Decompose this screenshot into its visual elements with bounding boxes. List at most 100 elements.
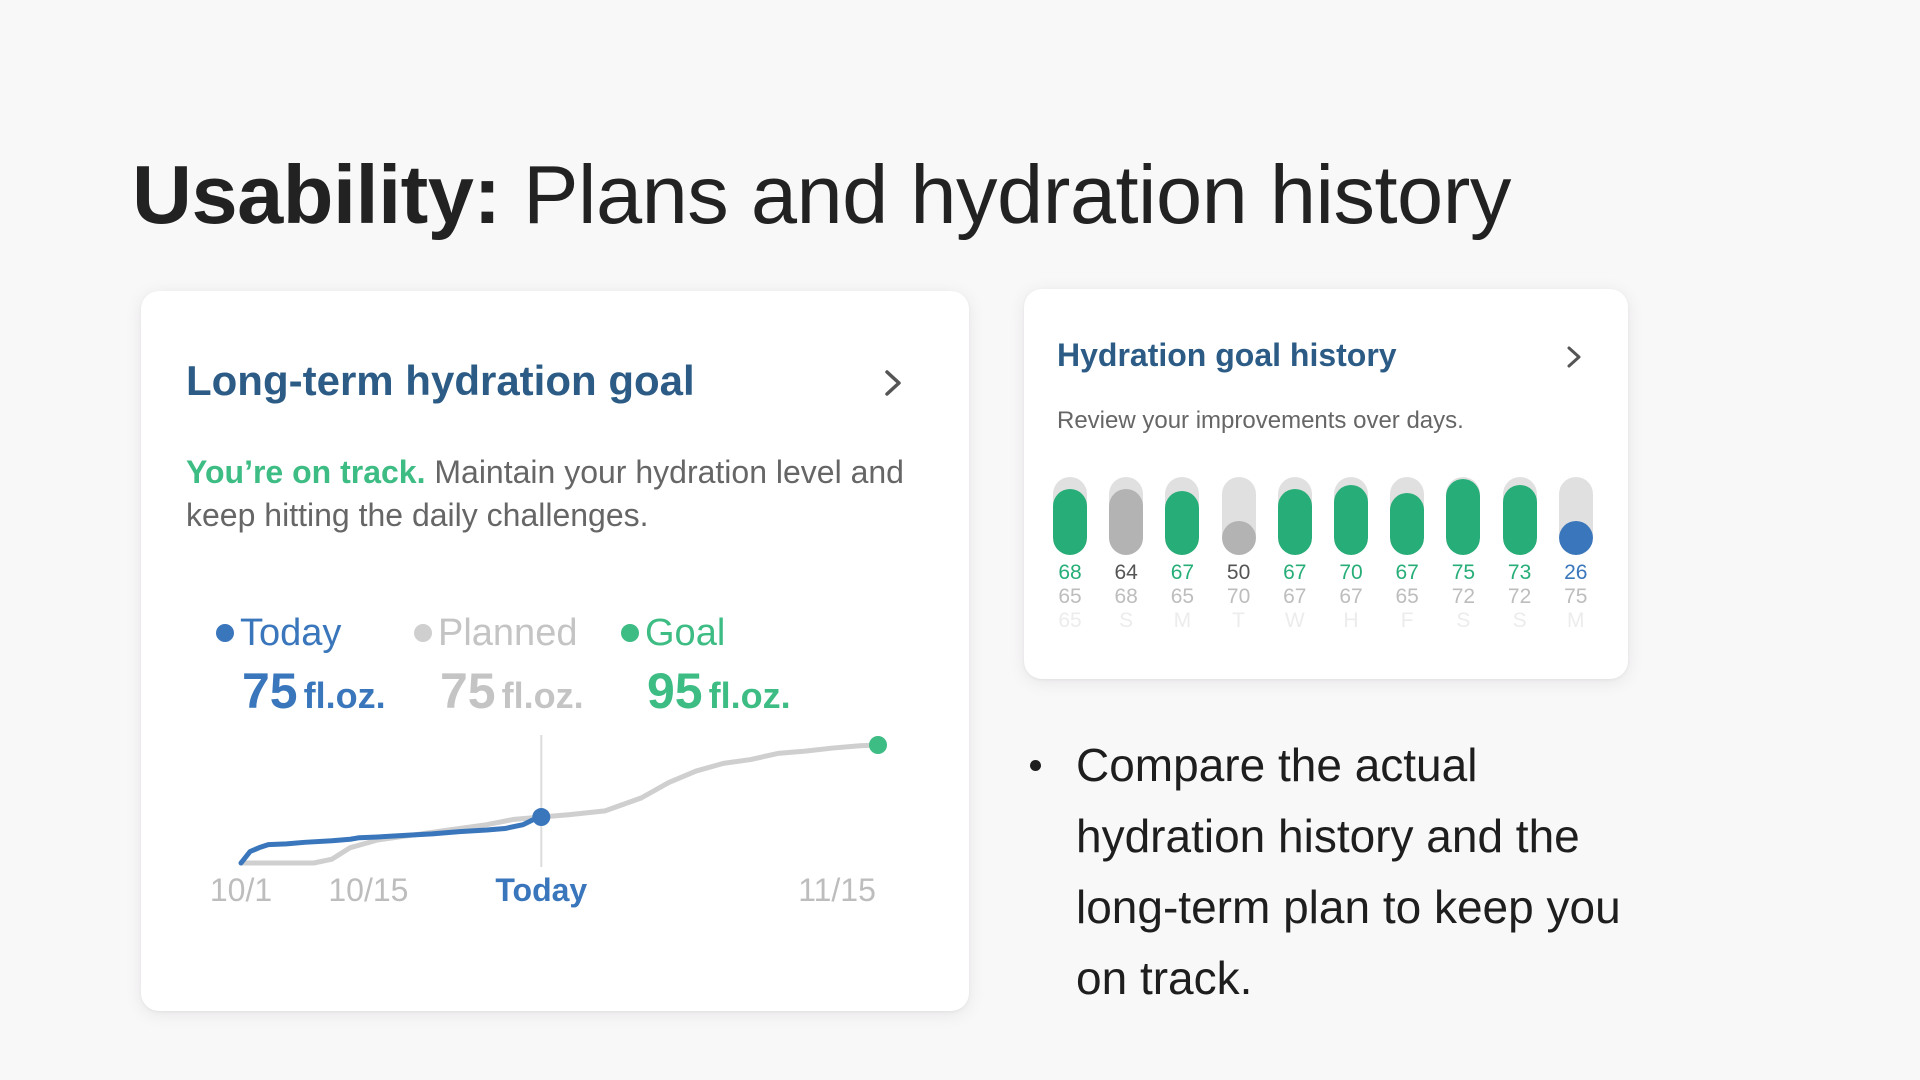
day-progress-pill <box>1390 477 1425 555</box>
day-progress-fill <box>1277 488 1312 555</box>
day-planned-value: 75 <box>1564 585 1588 608</box>
slide-title: Usability: Plans and hydration history <box>132 140 1511 250</box>
day-label: S <box>1456 609 1471 632</box>
day-planned-value: 70 <box>1226 585 1251 608</box>
day-progress-pill <box>1277 477 1312 555</box>
day-progress-pill <box>1334 477 1368 555</box>
on-track-label: You’re on track. <box>186 454 426 490</box>
day-progress-fill <box>1390 492 1425 555</box>
stat-goal-label: Goal <box>645 612 726 654</box>
stat-planned-label: Planned <box>438 612 578 654</box>
day-actual-value: 67 <box>1395 561 1419 584</box>
stat-today-value: 75 <box>242 663 298 719</box>
chevron-right-icon[interactable] <box>881 367 905 399</box>
day-label: H <box>1343 609 1359 632</box>
day-actual-value: 73 <box>1507 561 1532 584</box>
stat-goal: Goal 95 fl.oz. <box>621 611 791 730</box>
day-label: W <box>1284 609 1305 632</box>
day-progress-pill <box>1558 477 1593 555</box>
day-progress-pill <box>1502 477 1537 555</box>
hydration-history-card[interactable]: Hydration goal history Review your impro… <box>1024 289 1628 679</box>
day-actual-value: 67 <box>1170 561 1195 584</box>
goal-dot-icon <box>621 624 639 642</box>
day-planned-value: 65 <box>1395 585 1419 608</box>
day-actual-value: 68 <box>1058 561 1082 584</box>
day-progress-pill <box>1221 477 1256 555</box>
day-label: M <box>1173 609 1192 632</box>
history-subtitle: Review your improvements over days. <box>1057 407 1464 434</box>
day-planned-value: 65 <box>1058 585 1082 608</box>
today-dot-icon <box>216 624 234 642</box>
status-description: You’re on track. Maintain your hydration… <box>186 451 906 537</box>
day-progress-fill <box>1334 484 1368 555</box>
day-progress-pill <box>1446 477 1481 555</box>
bullet-dot-icon <box>1030 760 1041 771</box>
day-label: 65 <box>1058 609 1082 632</box>
day-actual-value: 64 <box>1114 561 1138 584</box>
planned-dot-icon <box>414 624 432 642</box>
day-planned-value: 65 <box>1170 585 1195 608</box>
day-progress-fill <box>1558 520 1593 555</box>
stat-goal-value: 95 <box>647 663 703 719</box>
stat-today-label: Today <box>240 612 342 654</box>
day-progress-fill <box>1221 520 1256 555</box>
stat-planned-unit: fl.oz. <box>501 675 584 716</box>
slide-title-rest: Plans and hydration history <box>500 148 1511 241</box>
marker-goal <box>869 736 887 754</box>
day-label: F <box>1400 609 1414 632</box>
marker-today <box>532 808 551 827</box>
series-line-planned <box>238 742 881 866</box>
x-tick-label: Today <box>495 872 587 908</box>
day-column[interactable]: 68 65 65 <box>1042 477 1098 633</box>
day-progress-fill <box>1053 488 1087 555</box>
day-column[interactable]: 67 65 F <box>1379 477 1435 633</box>
stat-planned: Planned 75 fl.oz. <box>414 611 584 730</box>
stat-planned-value: 75 <box>440 663 496 719</box>
bullet-text: Compare the actual hydration history and… <box>1076 739 1621 1004</box>
day-actual-value: 50 <box>1226 561 1251 584</box>
hydration-line-chart: 10/1 10/15 Today 11/15 <box>210 735 887 908</box>
day-progress-fill <box>1165 491 1200 555</box>
day-progress-pill <box>1053 477 1087 555</box>
chevron-right-icon[interactable] <box>1564 344 1584 370</box>
day-label: M <box>1567 609 1585 632</box>
day-planned-value: 68 <box>1114 585 1138 608</box>
day-column[interactable]: 64 68 S <box>1098 477 1154 633</box>
stat-goal-unit: fl.oz. <box>708 675 791 716</box>
day-actual-value: 75 <box>1451 561 1476 584</box>
stat-today: Today 75 fl.oz. <box>216 611 386 730</box>
day-column[interactable]: 26 75 M <box>1548 477 1604 633</box>
day-planned-value: 67 <box>1283 585 1307 608</box>
x-tick-label: 10/15 <box>328 872 408 908</box>
day-planned-value: 72 <box>1507 585 1532 608</box>
day-actual-value: 67 <box>1283 561 1307 584</box>
day-column[interactable]: 67 67 W <box>1267 477 1323 633</box>
day-actual-value: 70 <box>1339 561 1363 584</box>
series-line-today <box>238 814 544 866</box>
long-term-goal-title: Long-term hydration goal <box>186 357 695 404</box>
bullet-point: Compare the actual hydration history and… <box>1027 730 1627 1014</box>
slide-title-strong: Usability: <box>132 148 501 241</box>
day-column[interactable]: 70 67 H <box>1323 477 1379 633</box>
status-text: Maintain your hydration level and keep h… <box>186 454 904 533</box>
day-progress-fill <box>1446 479 1481 555</box>
day-progress-fill <box>1109 488 1144 555</box>
day-column[interactable]: 50 70 T <box>1211 477 1267 633</box>
day-label: S <box>1119 609 1134 632</box>
day-label: T <box>1232 609 1245 632</box>
day-actual-value: 26 <box>1564 561 1588 584</box>
day-planned-value: 72 <box>1451 585 1476 608</box>
day-column[interactable]: 73 72 S <box>1492 477 1548 633</box>
day-progress-pill <box>1109 477 1144 555</box>
day-planned-value: 67 <box>1339 585 1363 608</box>
x-tick-label: 11/15 <box>798 872 876 908</box>
stat-today-unit: fl.oz. <box>303 675 386 716</box>
history-title: Hydration goal history <box>1057 337 1397 373</box>
day-column[interactable]: 75 72 S <box>1435 477 1491 633</box>
day-column[interactable]: 67 65 M <box>1154 477 1210 633</box>
day-label: S <box>1512 609 1527 632</box>
long-term-goal-card[interactable]: Long-term hydration goal You’re on track… <box>141 291 969 1011</box>
day-progress-fill <box>1502 484 1537 555</box>
x-tick-label: 10/1 <box>210 872 272 908</box>
day-progress-pill <box>1165 477 1200 555</box>
